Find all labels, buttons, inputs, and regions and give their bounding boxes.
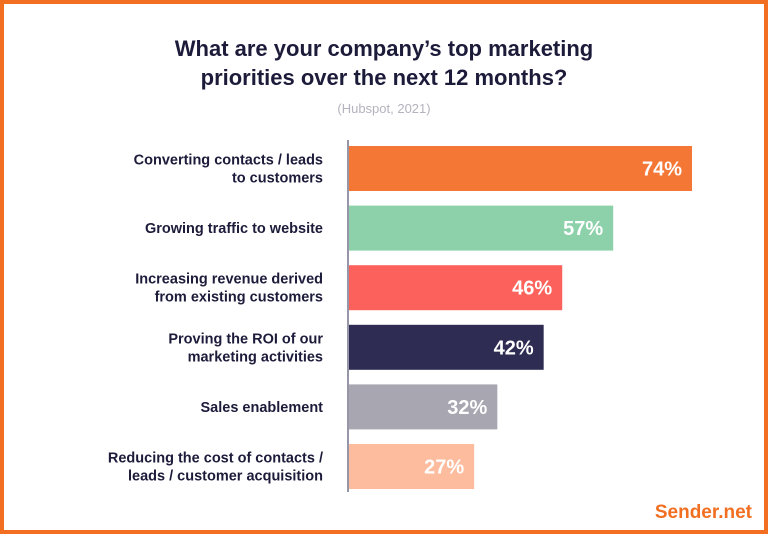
category-label-line: leads / customer acquisition: [128, 469, 323, 485]
category-label-line: marketing activities: [188, 349, 323, 365]
bar-1: [349, 146, 692, 191]
category-label-line: Increasing revenue derived: [135, 272, 323, 288]
bar-value-label-5: 32%: [447, 397, 487, 419]
category-label-line: Reducing the cost of contacts /: [108, 451, 323, 467]
category-label-line: Sales enablement: [201, 400, 324, 416]
bar-4: [349, 324, 544, 370]
category-label-3: Increasing revenue derived from existing …: [135, 272, 323, 306]
category-label-5: Sales enablement: [201, 400, 324, 416]
category-label-line: to customers: [232, 171, 323, 187]
chart-title-line-1: What are your company’s top marketing: [174, 36, 594, 61]
chart-title: What are your company’s top marketing pr…: [0, 34, 768, 92]
bar-value-label-1: 74%: [642, 159, 682, 181]
category-label-line: Growing traffic to website: [145, 221, 323, 237]
bar-3: [349, 265, 563, 311]
bar-6: [349, 444, 475, 489]
chart-subtitle: (Hubspot, 2021): [337, 101, 431, 116]
category-label-line: Proving the ROI of our: [168, 331, 323, 347]
bar-value-label-2: 57%: [563, 218, 603, 240]
category-label-6: Reducing the cost of contacts / leads / c…: [108, 451, 323, 485]
bar-value-label-3: 46%: [512, 278, 552, 300]
bar-2: [349, 205, 614, 251]
bar-value-label-4: 42%: [494, 337, 534, 359]
sender-logo: Sender.net: [654, 502, 752, 523]
category-label-4: Proving the ROI of our marketing activiti…: [168, 331, 323, 365]
category-label-2: Growing traffic to website: [145, 221, 323, 237]
category-label-1: Converting contacts / leads to customers: [134, 153, 323, 187]
bar-5: [349, 384, 498, 430]
category-label-line: from existing customers: [155, 290, 323, 306]
bar-value-label-6: 27%: [424, 457, 464, 479]
category-label-line: Converting contacts / leads: [134, 153, 323, 169]
chart-title-line-2: priorities over the next 12 months?: [200, 65, 568, 90]
